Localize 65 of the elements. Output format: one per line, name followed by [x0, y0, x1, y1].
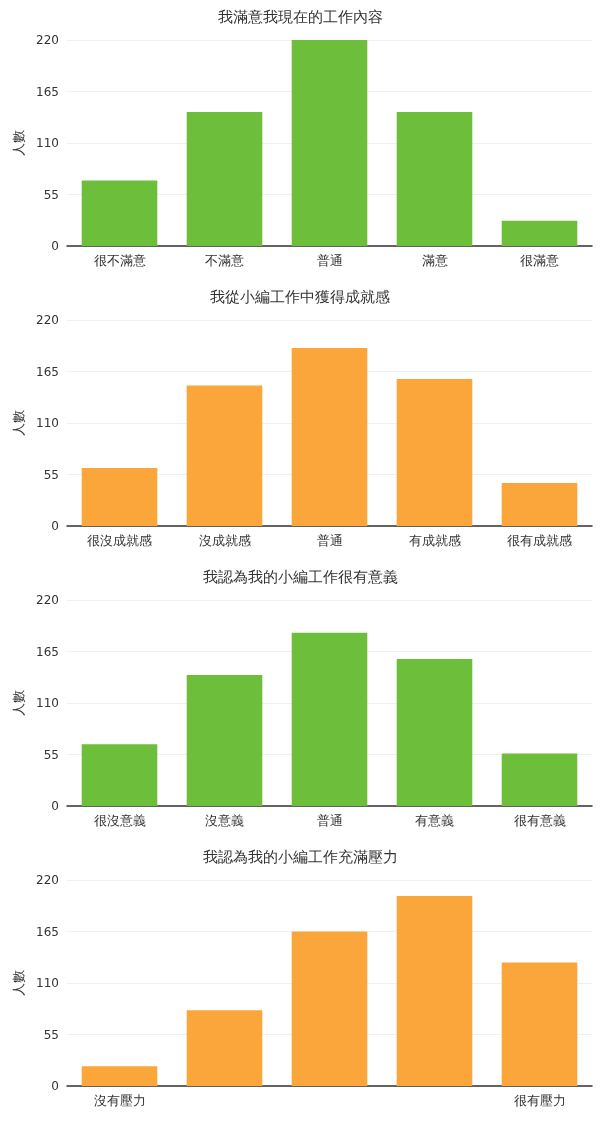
y-tick-label: 110	[36, 416, 59, 430]
x-tick-label: 有成就感	[408, 533, 461, 548]
x-tick-label: 很有成就感	[507, 533, 572, 548]
bar	[81, 744, 158, 806]
y-tick-label: 0	[51, 239, 59, 253]
bar	[501, 220, 578, 246]
x-tick-label: 很沒意義	[93, 813, 146, 828]
x-tick-label: 滿意	[421, 253, 448, 268]
x-tick-label: 沒成就感	[198, 533, 251, 548]
bar	[291, 632, 368, 806]
bar	[186, 1010, 263, 1086]
chart-title: 我認為我的小編工作很有意義	[202, 567, 398, 586]
bar	[396, 112, 473, 246]
y-tick-label: 0	[51, 519, 59, 533]
bar	[81, 1066, 158, 1086]
y-tick-label: 110	[36, 976, 59, 990]
y-axis-title: 人數	[11, 970, 26, 996]
x-tick-label: 沒意義	[205, 813, 244, 828]
x-tick-label: 普通	[316, 533, 343, 548]
y-tick-label: 220	[36, 873, 59, 887]
bar	[81, 180, 158, 246]
bar	[396, 378, 473, 526]
x-tick-label: 沒有壓力	[93, 1093, 146, 1108]
bar	[81, 467, 158, 526]
y-tick-label: 220	[36, 593, 59, 607]
bar	[501, 482, 578, 526]
bar	[186, 112, 263, 246]
x-tick-label: 普通	[316, 813, 343, 828]
y-tick-label: 165	[36, 84, 59, 99]
bar	[291, 931, 368, 1086]
y-tick-label: 55	[43, 187, 59, 202]
y-tick-label: 110	[36, 136, 59, 150]
bar	[501, 962, 578, 1086]
chart-title: 我認為我的小編工作充滿壓力	[202, 847, 398, 866]
bar	[186, 385, 263, 526]
y-tick-label: 220	[36, 33, 59, 47]
y-tick-label: 165	[36, 364, 59, 379]
x-tick-label: 很有意義	[513, 813, 566, 828]
x-tick-label: 很滿意	[520, 253, 559, 268]
y-tick-label: 220	[36, 313, 59, 327]
bar	[501, 753, 578, 806]
y-tick-label: 0	[51, 799, 59, 813]
y-axis-title: 人數	[11, 410, 26, 436]
bar	[291, 40, 368, 246]
x-tick-label: 普通	[316, 253, 343, 268]
x-tick-label: 很不滿意	[93, 253, 146, 268]
bar	[396, 658, 473, 806]
y-tick-label: 110	[36, 696, 59, 710]
y-tick-label: 165	[36, 644, 59, 659]
y-tick-label: 55	[43, 1027, 59, 1042]
bar	[186, 674, 263, 806]
y-tick-label: 55	[43, 467, 59, 482]
x-tick-label: 有意義	[415, 813, 454, 828]
x-tick-label: 很有壓力	[513, 1093, 566, 1108]
y-tick-label: 0	[51, 1079, 59, 1093]
x-tick-label: 不滿意	[205, 253, 244, 268]
y-tick-label: 55	[43, 747, 59, 762]
bar	[291, 348, 368, 526]
y-axis-title: 人數	[11, 130, 26, 156]
y-axis-title: 人數	[11, 690, 26, 716]
x-tick-label: 很沒成就感	[87, 533, 152, 548]
bar	[396, 895, 473, 1086]
y-tick-label: 165	[36, 924, 59, 939]
chart-title: 我從小編工作中獲得成就感	[210, 287, 390, 306]
chart-title: 我滿意我現在的工作內容	[217, 7, 383, 26]
